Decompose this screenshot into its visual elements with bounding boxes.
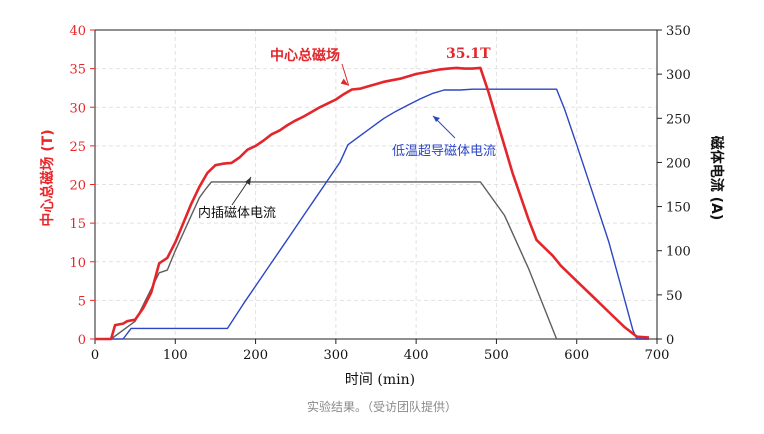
y-left-tick-label: 20 — [69, 179, 86, 194]
y-right-tick-label: 250 — [666, 112, 691, 127]
arrowhead-center-field — [340, 78, 349, 86]
y-right-tick-label: 300 — [666, 68, 691, 83]
annotation-peak-value: 35.1T — [446, 46, 491, 62]
x-axis-label: 时间 (min) — [345, 372, 415, 388]
annotation-center-field: 中心总磁场 — [270, 47, 340, 64]
y-right-tick-label: 200 — [666, 156, 691, 171]
y-left-tick-label: 5 — [78, 294, 86, 309]
series-line-insert-current — [95, 181, 649, 340]
grid — [94, 29, 658, 340]
annotation-insert-current: 内插磁体电流 — [198, 205, 276, 221]
y-axis-left: 0 5 10 15 20 25 30 35 40 — [69, 24, 95, 348]
y-right-tick-label: 100 — [666, 245, 691, 260]
annotation-lts-current: 低温超导磁体电流 — [392, 144, 496, 159]
x-tick-label: 0 — [91, 348, 99, 363]
x-tick-label: 500 — [484, 348, 509, 363]
y-left-tick-label: 35 — [69, 63, 86, 78]
y-left-tick-label: 30 — [69, 101, 86, 116]
annotation-arrow-center-field — [341, 63, 350, 86]
arrowhead-lts — [433, 116, 440, 122]
y-left-tick-label: 40 — [69, 24, 86, 39]
y-right-tick-label: 350 — [666, 24, 691, 39]
y-left-tick-label: 10 — [69, 256, 86, 271]
x-axis: 0 100 200 300 400 500 600 700 — [91, 339, 670, 363]
x-tick-label: 300 — [323, 348, 348, 363]
series-line-lts-current — [95, 88, 649, 340]
y-axis-left-label: 中心总磁场 (T) — [39, 129, 56, 226]
x-tick-label: 100 — [163, 348, 188, 363]
figure-caption: 实验结果。（受访团队提供） — [306, 400, 457, 414]
x-tick-label: 400 — [404, 348, 429, 363]
series-layer — [95, 66, 650, 341]
y-left-tick-label: 15 — [69, 217, 86, 232]
series-line-center-field — [95, 66, 650, 341]
arrowhead-insert — [245, 177, 251, 185]
y-axis-right-label: 磁体电流 (A) — [708, 136, 725, 221]
x-tick-label: 600 — [564, 348, 589, 363]
y-right-tick-label: 50 — [666, 289, 683, 304]
y-left-tick-label: 25 — [69, 140, 86, 155]
y-right-tick-label: 150 — [666, 201, 691, 216]
x-tick-label: 200 — [243, 348, 268, 363]
y-axis-right: 0 50 100 150 200 250 300 350 — [657, 24, 691, 348]
x-tick-label: 700 — [645, 348, 670, 363]
y-right-tick-label: 0 — [666, 333, 674, 348]
y-left-tick-label: 0 — [78, 333, 86, 348]
